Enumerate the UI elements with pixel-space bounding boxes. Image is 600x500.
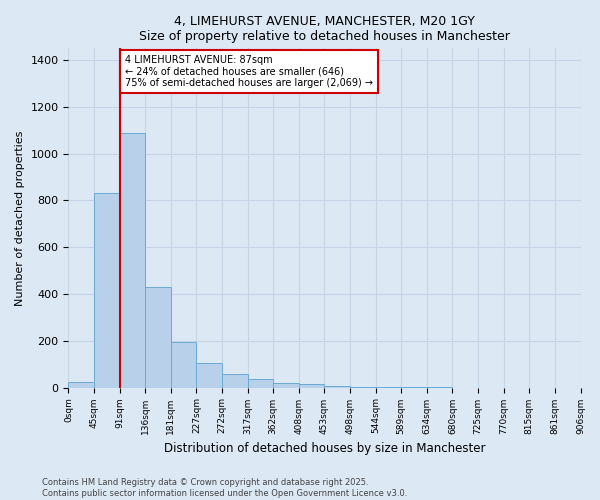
Bar	[94, 194, 119, 388]
Bar	[350, 387, 376, 388]
Bar	[145, 287, 171, 388]
Bar	[222, 374, 248, 388]
Y-axis label: Number of detached properties: Number of detached properties	[15, 130, 25, 306]
Bar	[171, 342, 196, 388]
Text: Contains HM Land Registry data © Crown copyright and database right 2025.
Contai: Contains HM Land Registry data © Crown c…	[42, 478, 407, 498]
Bar	[248, 380, 273, 388]
Text: 4 LIMEHURST AVENUE: 87sqm
← 24% of detached houses are smaller (646)
75% of semi: 4 LIMEHURST AVENUE: 87sqm ← 24% of detac…	[125, 55, 373, 88]
Bar	[299, 384, 325, 388]
Bar	[196, 363, 222, 388]
Title: 4, LIMEHURST AVENUE, MANCHESTER, M20 1GY
Size of property relative to detached h: 4, LIMEHURST AVENUE, MANCHESTER, M20 1GY…	[139, 15, 510, 43]
Bar	[273, 383, 299, 388]
Bar	[119, 132, 145, 388]
Bar	[325, 386, 350, 388]
Bar	[68, 382, 94, 388]
X-axis label: Distribution of detached houses by size in Manchester: Distribution of detached houses by size …	[164, 442, 485, 455]
